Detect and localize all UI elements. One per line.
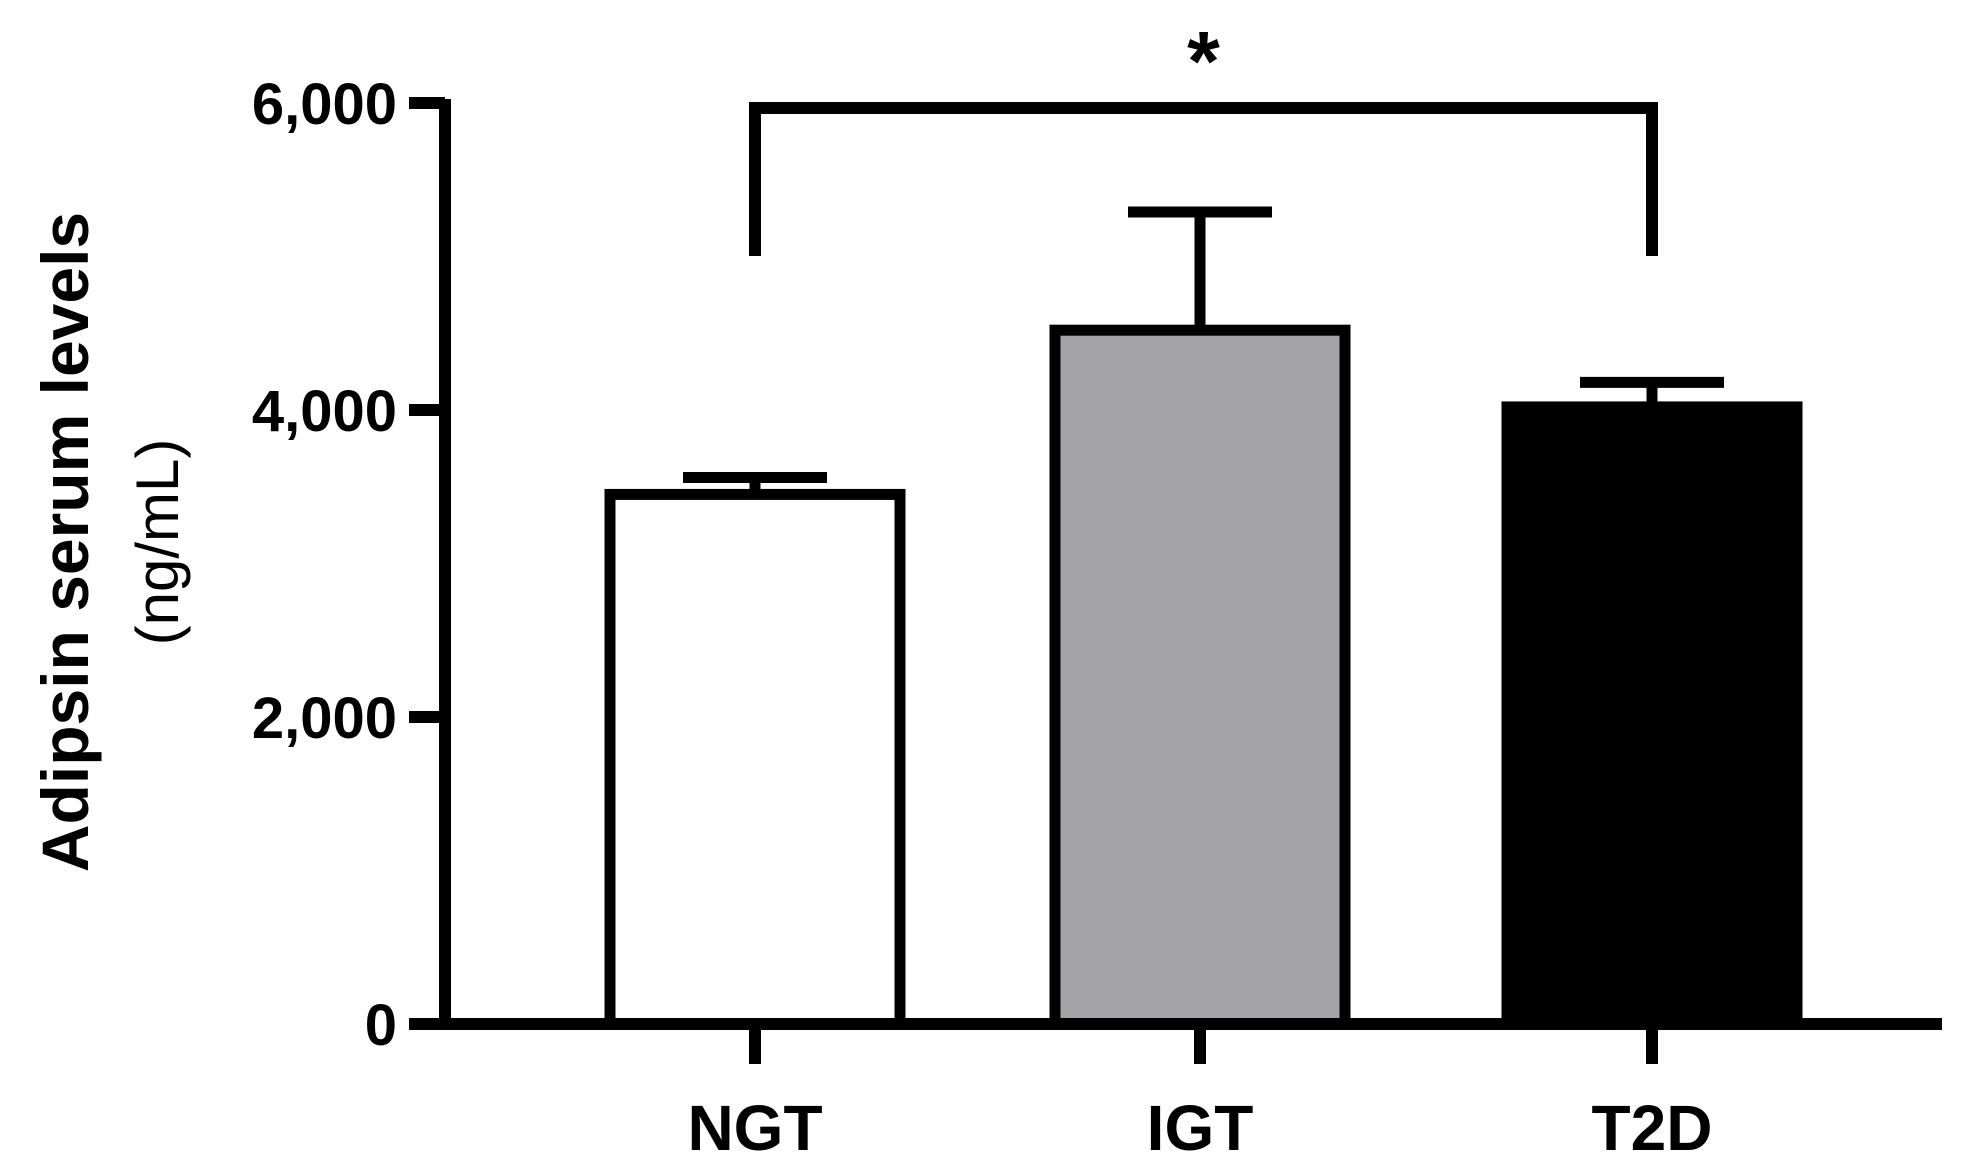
y-tick-label: 0 [365, 993, 397, 1058]
significance-bracket [749, 102, 1658, 256]
x-tick-label-t2d: T2D [1592, 1092, 1713, 1164]
x-tick-label-igt: IGT [1147, 1092, 1254, 1164]
x-tick-label-ngt: NGT [687, 1092, 822, 1164]
y-tick-label: 4,000 [252, 379, 397, 444]
y-tick-label: 6,000 [252, 72, 397, 137]
y-axis-label: Adipsin serum levels (ng/mL) [28, 212, 191, 872]
y-axis-title: Adipsin serum levels [28, 212, 102, 872]
bar-t2d [1501, 401, 1803, 1030]
significance-label: * [1187, 14, 1220, 108]
bar-igt [1049, 324, 1351, 1030]
y-axis-unit: (ng/mL) [124, 439, 191, 646]
y-tick-label: 2,000 [252, 686, 397, 751]
bar-ngt [604, 488, 906, 1030]
plot-area: 0 2,000 4,000 6,000 NGT IGT T2D * [252, 14, 1942, 1164]
